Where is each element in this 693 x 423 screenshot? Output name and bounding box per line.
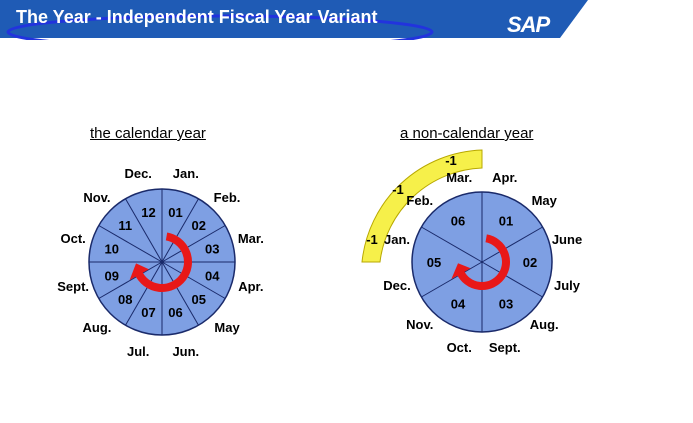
month-label: Aug.	[83, 320, 112, 335]
segment-divider	[481, 226, 543, 263]
month-label: Jan.	[173, 166, 199, 181]
month-label: Mar.	[446, 170, 472, 185]
period-number: 05	[192, 292, 206, 307]
period-number: 09	[105, 268, 119, 283]
month-label: Sept.	[57, 279, 89, 294]
period-number: 03	[205, 242, 219, 257]
segment-divider	[421, 261, 483, 298]
month-label: Sept.	[489, 340, 521, 355]
period-number: 01	[168, 205, 182, 220]
month-label: Jul.	[127, 344, 149, 359]
page-title: The Year - Independent Fiscal Year Varia…	[16, 7, 378, 27]
non-calendar-year-arrowhead	[451, 263, 471, 279]
period-number: 10	[105, 242, 119, 257]
hand-drawn-circle-annotation	[6, 14, 434, 40]
month-label: Nov.	[83, 190, 110, 205]
non-calendar-year-title: a non-calendar year	[400, 125, 534, 142]
calendar-year-arrowhead	[129, 263, 149, 280]
shift-band	[361, 149, 483, 263]
period-number: 03	[499, 297, 513, 312]
period-number: 01	[499, 213, 513, 228]
month-label: Nov.	[406, 317, 433, 332]
month-label: Dec.	[383, 278, 410, 293]
period-number: 02	[523, 255, 537, 270]
period-number: 05	[427, 255, 441, 270]
month-label: May	[532, 193, 558, 208]
segment-divider	[161, 225, 226, 263]
month-label: Apr.	[238, 279, 263, 294]
month-label: Jan.	[384, 232, 410, 247]
shift-label: -1	[445, 153, 457, 168]
segment-divider	[125, 261, 163, 326]
segment-divider	[98, 225, 163, 263]
month-label: Aug.	[530, 317, 559, 332]
shift-label: -1	[366, 232, 378, 247]
calendar-year-arrow	[134, 232, 192, 292]
segment-divider	[161, 198, 199, 263]
segment-divider	[125, 198, 163, 263]
month-label: May	[214, 320, 240, 335]
period-number: 04	[205, 268, 220, 283]
month-label: Dec.	[124, 166, 151, 181]
period-number: 02	[192, 218, 206, 233]
sap-logo: SAP	[507, 12, 550, 37]
segment-divider	[421, 226, 483, 263]
segment-divider	[481, 261, 543, 298]
month-label: Oct.	[447, 340, 472, 355]
period-number: 08	[118, 292, 132, 307]
header-background	[0, 0, 588, 38]
period-number: 06	[168, 305, 182, 320]
segment-divider	[161, 261, 226, 299]
segment-divider	[98, 261, 163, 299]
non-calendar-year-circle: 01 02 03 04 05 06 Apr. May June July Aug. Sept. Oct…	[383, 170, 582, 355]
period-number: 04	[451, 297, 466, 312]
period-number: 12	[141, 205, 155, 220]
non-calendar-year-arrow	[456, 234, 510, 290]
period-number: 06	[451, 213, 465, 228]
month-label: Oct.	[60, 231, 85, 246]
header-bar	[0, 0, 693, 40]
month-label: Feb.	[406, 193, 433, 208]
month-label: June	[552, 232, 582, 247]
calendar-year-title: the calendar year	[90, 125, 206, 142]
month-label: Jun.	[172, 344, 199, 359]
segment-divider	[161, 261, 199, 326]
month-label: Apr.	[492, 170, 517, 185]
month-label: Mar.	[238, 231, 264, 246]
month-label: July	[554, 278, 581, 293]
shift-label: -1	[392, 182, 404, 197]
period-number: 07	[141, 305, 155, 320]
month-label: Feb.	[214, 190, 241, 205]
calendar-year-circle: 01 02 03 04 05 06 07 08 09 10 11 12 Jan. Feb. Mar. Apr…	[57, 166, 264, 359]
period-number: 11	[118, 218, 132, 233]
